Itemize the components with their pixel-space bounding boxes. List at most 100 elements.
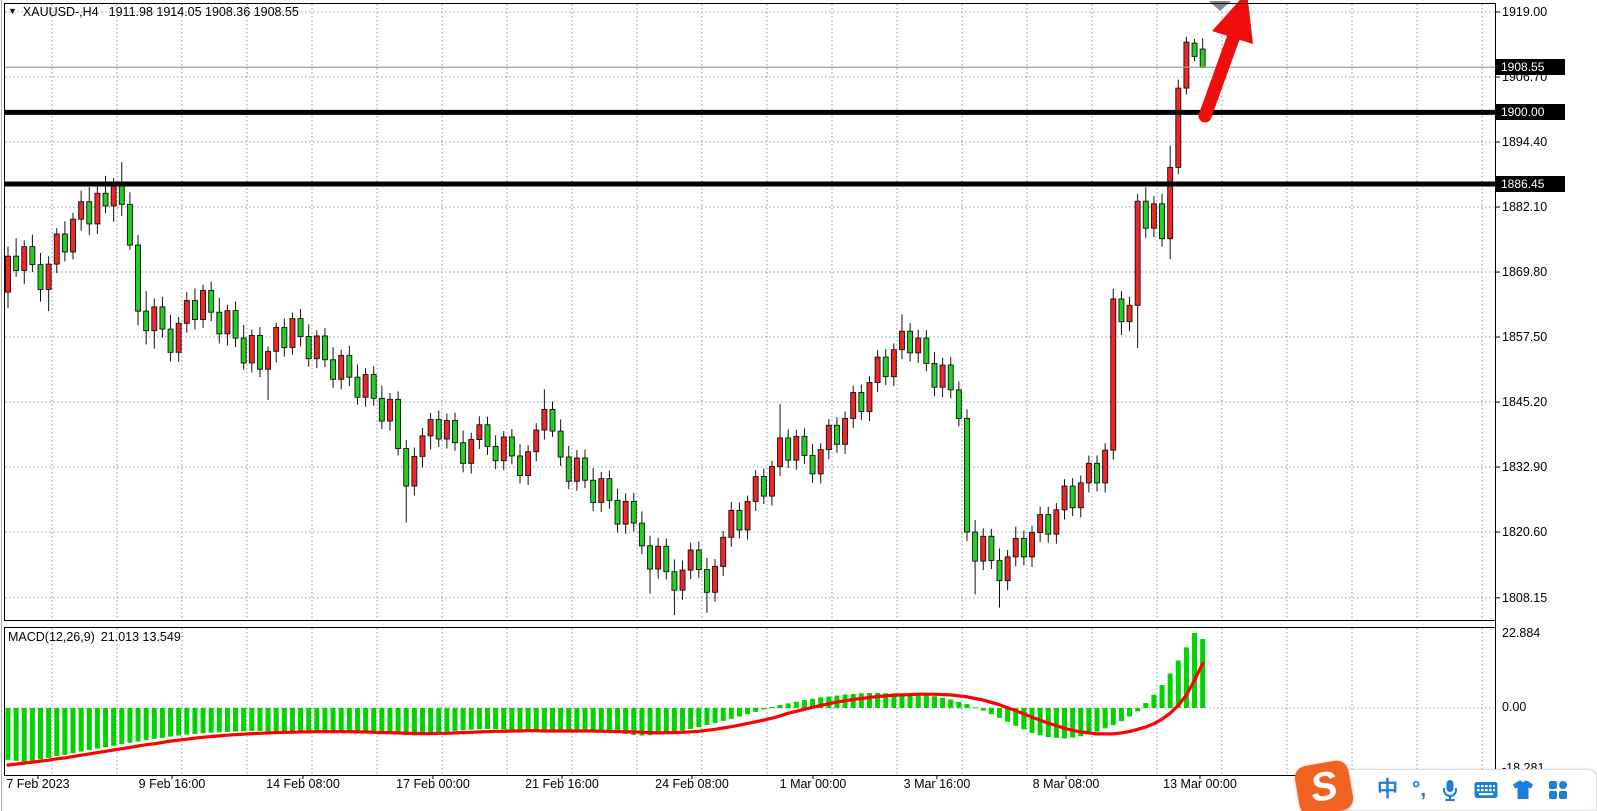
macd-bar xyxy=(891,693,897,708)
candle-body xyxy=(1020,537,1027,558)
candle-body xyxy=(216,311,223,335)
arrow-head[interactable] xyxy=(1212,0,1253,44)
candle-body xyxy=(582,457,588,481)
macd-bar xyxy=(1167,673,1173,708)
macd-bar xyxy=(761,708,767,710)
candle-body xyxy=(882,356,889,378)
macd-bar xyxy=(688,708,694,729)
macd-bar xyxy=(777,705,783,708)
candle-body xyxy=(78,201,85,220)
price-badge: 1900.00 xyxy=(1496,104,1565,121)
price-axis-label: 1857.50 xyxy=(1502,330,1548,345)
candle-body xyxy=(419,435,426,457)
candle-body xyxy=(890,349,897,378)
candle-body xyxy=(346,355,353,378)
macd-bar xyxy=(484,708,490,729)
macd-bar xyxy=(1175,660,1181,708)
macd-bar xyxy=(38,708,44,760)
candle-body xyxy=(655,545,662,570)
sogou-logo-icon[interactable]: S xyxy=(1293,758,1355,811)
macd-bar xyxy=(306,708,312,731)
macd-bar xyxy=(582,708,588,731)
candle-body xyxy=(720,536,727,567)
macd-bar xyxy=(281,708,287,732)
macd-bar xyxy=(216,708,222,733)
macd-bar xyxy=(647,708,653,736)
candle-body xyxy=(1175,87,1182,168)
candle-body xyxy=(939,364,946,388)
macd-bar xyxy=(1013,708,1019,726)
candle-body xyxy=(622,500,629,525)
macd-signal-line xyxy=(6,661,1205,767)
macd-bar xyxy=(354,708,360,732)
candle-body xyxy=(996,560,1003,582)
macd-bar xyxy=(1135,708,1141,712)
price-axis-label: 1882.10 xyxy=(1502,200,1548,215)
macd-bar xyxy=(103,708,109,748)
macd-bar xyxy=(1151,694,1157,708)
macd-bar xyxy=(1200,639,1206,708)
candle-body xyxy=(37,264,44,290)
candle-body xyxy=(825,424,832,451)
skin-shirt-icon[interactable] xyxy=(1512,778,1534,802)
macd-bar xyxy=(476,708,482,730)
candle-body xyxy=(955,389,962,419)
chinese-mode-icon[interactable]: 中 xyxy=(1377,778,1398,801)
macd-bar xyxy=(907,693,913,708)
macd-bar xyxy=(200,708,206,734)
candle-body xyxy=(760,476,767,497)
candle-body xyxy=(638,522,645,547)
candle-body xyxy=(468,439,475,464)
candle-body xyxy=(70,218,76,253)
keyboard-icon[interactable] xyxy=(1474,778,1498,802)
candle-body xyxy=(248,334,255,364)
candle-body xyxy=(183,300,190,324)
candle-body xyxy=(191,300,198,321)
candle-body xyxy=(1037,514,1044,534)
candle-body xyxy=(866,382,873,412)
candle-body xyxy=(1199,48,1206,68)
macd-bar xyxy=(1159,685,1165,708)
candle-body xyxy=(931,363,938,388)
symbol-dropdown-triangle-icon[interactable]: ▼ xyxy=(8,6,17,16)
macd-bar xyxy=(980,708,986,711)
macd-bar xyxy=(1053,708,1059,738)
candle-body xyxy=(53,233,60,265)
macd-bar xyxy=(452,708,458,731)
macd-bar xyxy=(94,708,100,749)
candle-body xyxy=(736,509,743,531)
macd-bar xyxy=(1005,708,1011,722)
candle-body xyxy=(703,569,710,593)
candle-body xyxy=(135,244,141,312)
price-badge: 1886.45 xyxy=(1496,176,1565,193)
microphone-icon[interactable] xyxy=(1440,778,1460,802)
macd-bar xyxy=(54,708,60,757)
macd-bar xyxy=(801,700,807,708)
candle-body xyxy=(525,451,532,476)
arrow-shaft[interactable] xyxy=(1198,26,1242,123)
macd-bar xyxy=(119,708,125,745)
macd-bar xyxy=(1183,647,1189,708)
candle-body xyxy=(200,290,206,321)
candle-body xyxy=(1150,203,1157,229)
candle-body xyxy=(679,569,686,591)
macd-bar xyxy=(956,701,962,708)
candle-body xyxy=(5,255,11,293)
macd-bar xyxy=(615,708,621,733)
punctuation-icon[interactable]: °, xyxy=(1412,778,1427,801)
candle-body xyxy=(1094,462,1100,484)
trend-arrow-annotation[interactable] xyxy=(1198,0,1253,123)
candle-body xyxy=(1118,298,1125,323)
candle-body xyxy=(752,476,759,502)
ime-toolbar[interactable]: S 中 °, xyxy=(1293,758,1597,811)
candle-body xyxy=(476,424,483,441)
macd-bar xyxy=(249,708,255,731)
macd-bar xyxy=(387,708,393,734)
candle-body xyxy=(1012,537,1019,558)
macd-bar xyxy=(964,704,970,708)
candle-body xyxy=(297,318,304,337)
toolbox-grid-icon[interactable] xyxy=(1548,778,1568,802)
macd-bar xyxy=(403,708,409,736)
